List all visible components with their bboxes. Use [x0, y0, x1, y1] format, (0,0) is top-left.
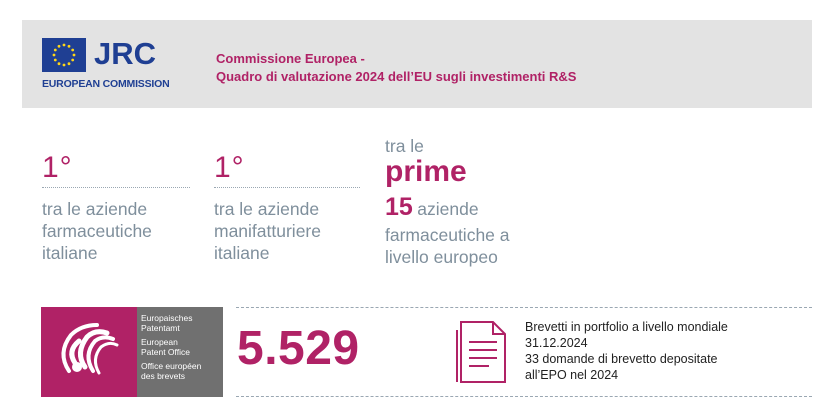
stat-desc-line: farmaceutiche [42, 221, 152, 241]
title-line-2: Quadro di valutazione 2024 dell’EU sugli… [216, 69, 577, 84]
patents-line: all’EPO nel 2024 [525, 368, 619, 382]
stat-desc-line: italiane [42, 243, 98, 263]
stat3-highlight: prime [385, 155, 467, 188]
patents-description: Brevetti in portfolio a livello mondiale… [525, 319, 728, 383]
header-banner: JRC EUROPEAN COMMISSION Commissione Euro… [22, 20, 812, 108]
epo-text-line: European [141, 337, 178, 347]
epo-text-block: Europaisches Patentamt [141, 313, 201, 333]
dashed-divider [236, 307, 812, 308]
eu-flag-icon [42, 38, 86, 72]
epo-text-block: Office européen des brevets [141, 361, 201, 381]
stat-rank: 1° [214, 151, 245, 184]
stat-desc-line: manifatturiere [214, 221, 321, 241]
document-icon [455, 320, 507, 384]
stat-pharma-italy: 1° tra le aziende farmaceutiche italiane [42, 152, 190, 264]
stat-desc-line: tra le aziende [214, 199, 320, 219]
epo-logo-text: Europaisches Patentamt European Patent O… [141, 313, 201, 385]
page-title: Commissione Europea - Quadro di valutazi… [216, 50, 576, 86]
stat-desc-line: italiane [214, 243, 270, 263]
title-line-1: Commissione Europea - [216, 51, 365, 66]
stat3-number: 15 [385, 193, 413, 221]
dotted-divider [214, 187, 360, 188]
epo-text-line: Office européen [141, 361, 202, 371]
stat-top15-europe: tra le prime 15 aziende farmaceutiche a … [385, 136, 585, 268]
stat3-line-4: farmaceutiche a [385, 225, 510, 245]
epo-text-line: Europaisches [141, 313, 193, 323]
epo-text-block: European Patent Office [141, 337, 201, 357]
european-commission-label: EUROPEAN COMMISSION [42, 78, 170, 90]
patents-line: 33 domande di brevetto depositate [525, 352, 718, 366]
stat-desc-line: tra le aziende [42, 199, 148, 219]
jrc-wordmark: JRC [94, 36, 157, 71]
stat3-line-5: livello europeo [385, 247, 498, 267]
dotted-divider [42, 187, 190, 188]
stat-description: tra le aziende farmaceutiche italiane [42, 198, 190, 264]
patents-line: Brevetti in portfolio a livello mondiale [525, 320, 728, 334]
stat-manufacturing-italy: 1° tra le aziende manifatturiere italian… [214, 152, 360, 264]
stat-rank: 1° [42, 151, 73, 184]
epo-text-line: des brevets [141, 371, 185, 381]
stat-description: tra le aziende manifatturiere italiane [214, 198, 360, 264]
patents-line: 31.12.2024 [525, 336, 588, 350]
epo-logo: Europaisches Patentamt European Patent O… [41, 307, 223, 397]
stat3-intro: tra le [385, 136, 424, 156]
epo-text-line: Patentamt [141, 323, 180, 333]
epo-emblem-icon [41, 307, 137, 397]
stat3-number-line: 15 aziende [385, 194, 585, 224]
dashed-divider [236, 396, 812, 397]
stat3-after-number: aziende [417, 199, 479, 219]
epo-text-line: Patent Office [141, 347, 190, 357]
patent-count: 5.529 [237, 322, 360, 375]
jrc-logo: JRC EUROPEAN COMMISSION [42, 36, 182, 92]
